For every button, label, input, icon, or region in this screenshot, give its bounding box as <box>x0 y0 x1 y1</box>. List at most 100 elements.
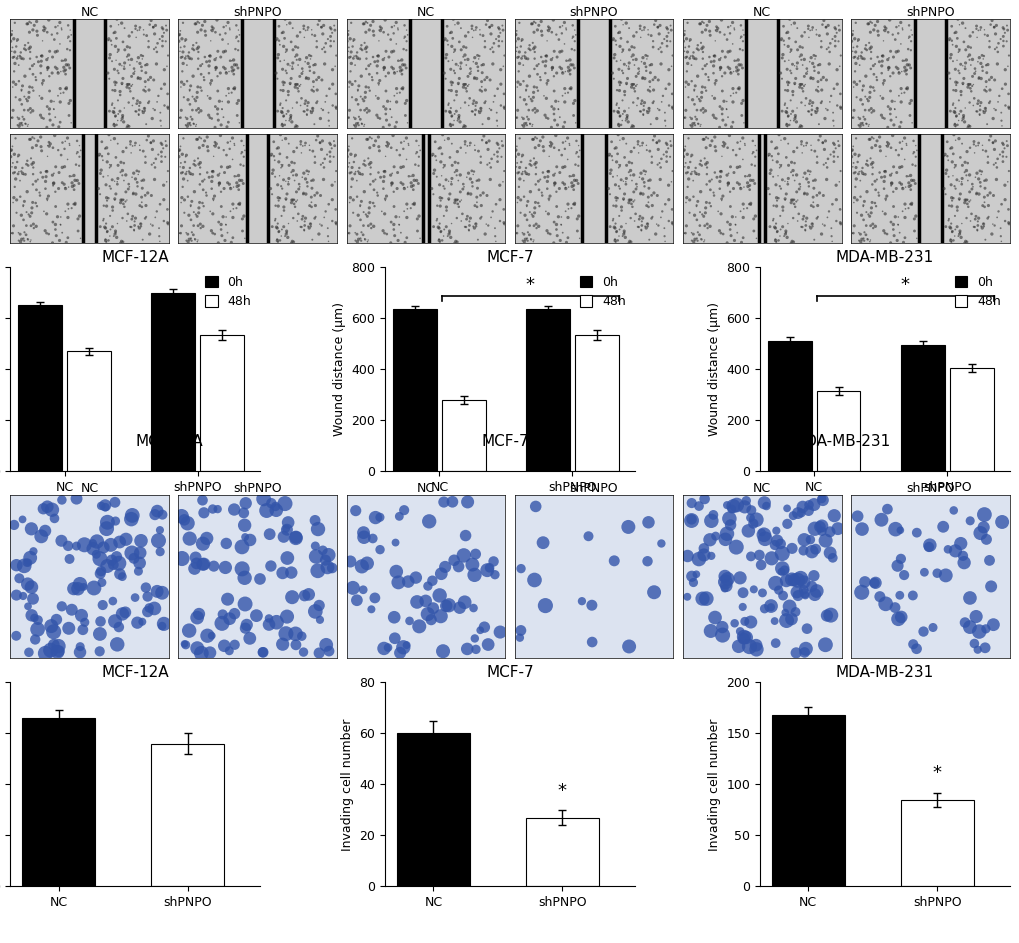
Point <box>526 101 542 116</box>
Point <box>318 637 334 653</box>
Point <box>735 93 751 108</box>
Point <box>69 144 86 159</box>
Point <box>894 134 910 149</box>
Point <box>675 34 691 49</box>
Point <box>159 215 175 230</box>
Point <box>109 11 125 26</box>
Point <box>98 235 114 250</box>
Point <box>324 177 340 192</box>
Point <box>813 82 829 97</box>
Point <box>152 522 168 538</box>
Point <box>626 213 642 228</box>
Point <box>687 109 703 124</box>
Point <box>356 205 372 220</box>
Point <box>386 89 403 104</box>
Point <box>700 49 716 64</box>
Point <box>277 11 293 26</box>
Point <box>538 33 554 48</box>
Point <box>508 139 525 154</box>
Point <box>872 108 889 123</box>
Point <box>824 136 841 151</box>
Point <box>722 502 739 517</box>
Point <box>525 132 541 147</box>
Point <box>370 75 386 91</box>
Point <box>898 62 914 77</box>
Point <box>711 181 728 196</box>
Point <box>375 120 391 135</box>
Point <box>902 60 918 75</box>
Point <box>442 25 459 40</box>
Point <box>985 41 1002 57</box>
Point <box>431 587 447 603</box>
Point <box>22 40 39 55</box>
Point <box>14 160 31 175</box>
Point <box>860 103 876 118</box>
Point <box>973 221 989 236</box>
Point <box>847 44 863 59</box>
Point <box>278 609 294 624</box>
Point <box>448 163 465 178</box>
Point <box>15 212 32 227</box>
Point <box>267 198 283 213</box>
Point <box>904 587 920 603</box>
Point <box>969 93 985 108</box>
Point <box>23 608 40 623</box>
Point <box>562 201 579 216</box>
Point <box>179 516 196 531</box>
Point <box>288 119 305 134</box>
Point <box>93 614 109 629</box>
Point <box>158 138 174 153</box>
Point <box>62 34 78 49</box>
Point <box>130 98 147 113</box>
Point <box>454 181 471 196</box>
Point <box>968 223 984 239</box>
Point <box>2 34 18 49</box>
Point <box>829 34 846 49</box>
Point <box>436 133 452 148</box>
Point <box>970 50 986 65</box>
Point <box>956 58 972 74</box>
Point <box>676 110 692 125</box>
Point <box>272 233 288 248</box>
Point <box>120 95 137 110</box>
Point <box>766 141 783 157</box>
Point <box>859 207 875 222</box>
Point <box>979 155 996 170</box>
Point <box>115 114 131 129</box>
Point <box>226 138 243 153</box>
Point <box>547 93 564 108</box>
Point <box>962 84 978 99</box>
Point <box>948 108 964 124</box>
Point <box>308 95 324 110</box>
Point <box>309 186 325 201</box>
Point <box>868 49 884 64</box>
Point <box>611 109 628 124</box>
Point <box>4 139 20 154</box>
Point <box>683 148 699 163</box>
Point <box>951 17 967 32</box>
Point <box>520 224 536 240</box>
Point <box>795 582 811 597</box>
Point <box>316 40 332 55</box>
Point <box>34 75 50 91</box>
Point <box>197 49 213 64</box>
Point <box>808 149 824 164</box>
Point <box>619 108 635 123</box>
Point <box>469 48 485 63</box>
Point <box>697 206 713 221</box>
Point <box>100 233 116 248</box>
Point <box>796 586 812 601</box>
Point <box>369 54 385 69</box>
Point <box>124 508 141 523</box>
Point <box>397 60 414 75</box>
Point <box>618 76 634 91</box>
Point <box>194 83 210 98</box>
Point <box>512 77 528 92</box>
Point <box>192 177 208 192</box>
Point <box>273 104 289 119</box>
Point <box>123 211 140 226</box>
Point <box>494 58 511 74</box>
Point <box>721 25 738 41</box>
Point <box>347 119 364 134</box>
Point <box>7 90 23 105</box>
